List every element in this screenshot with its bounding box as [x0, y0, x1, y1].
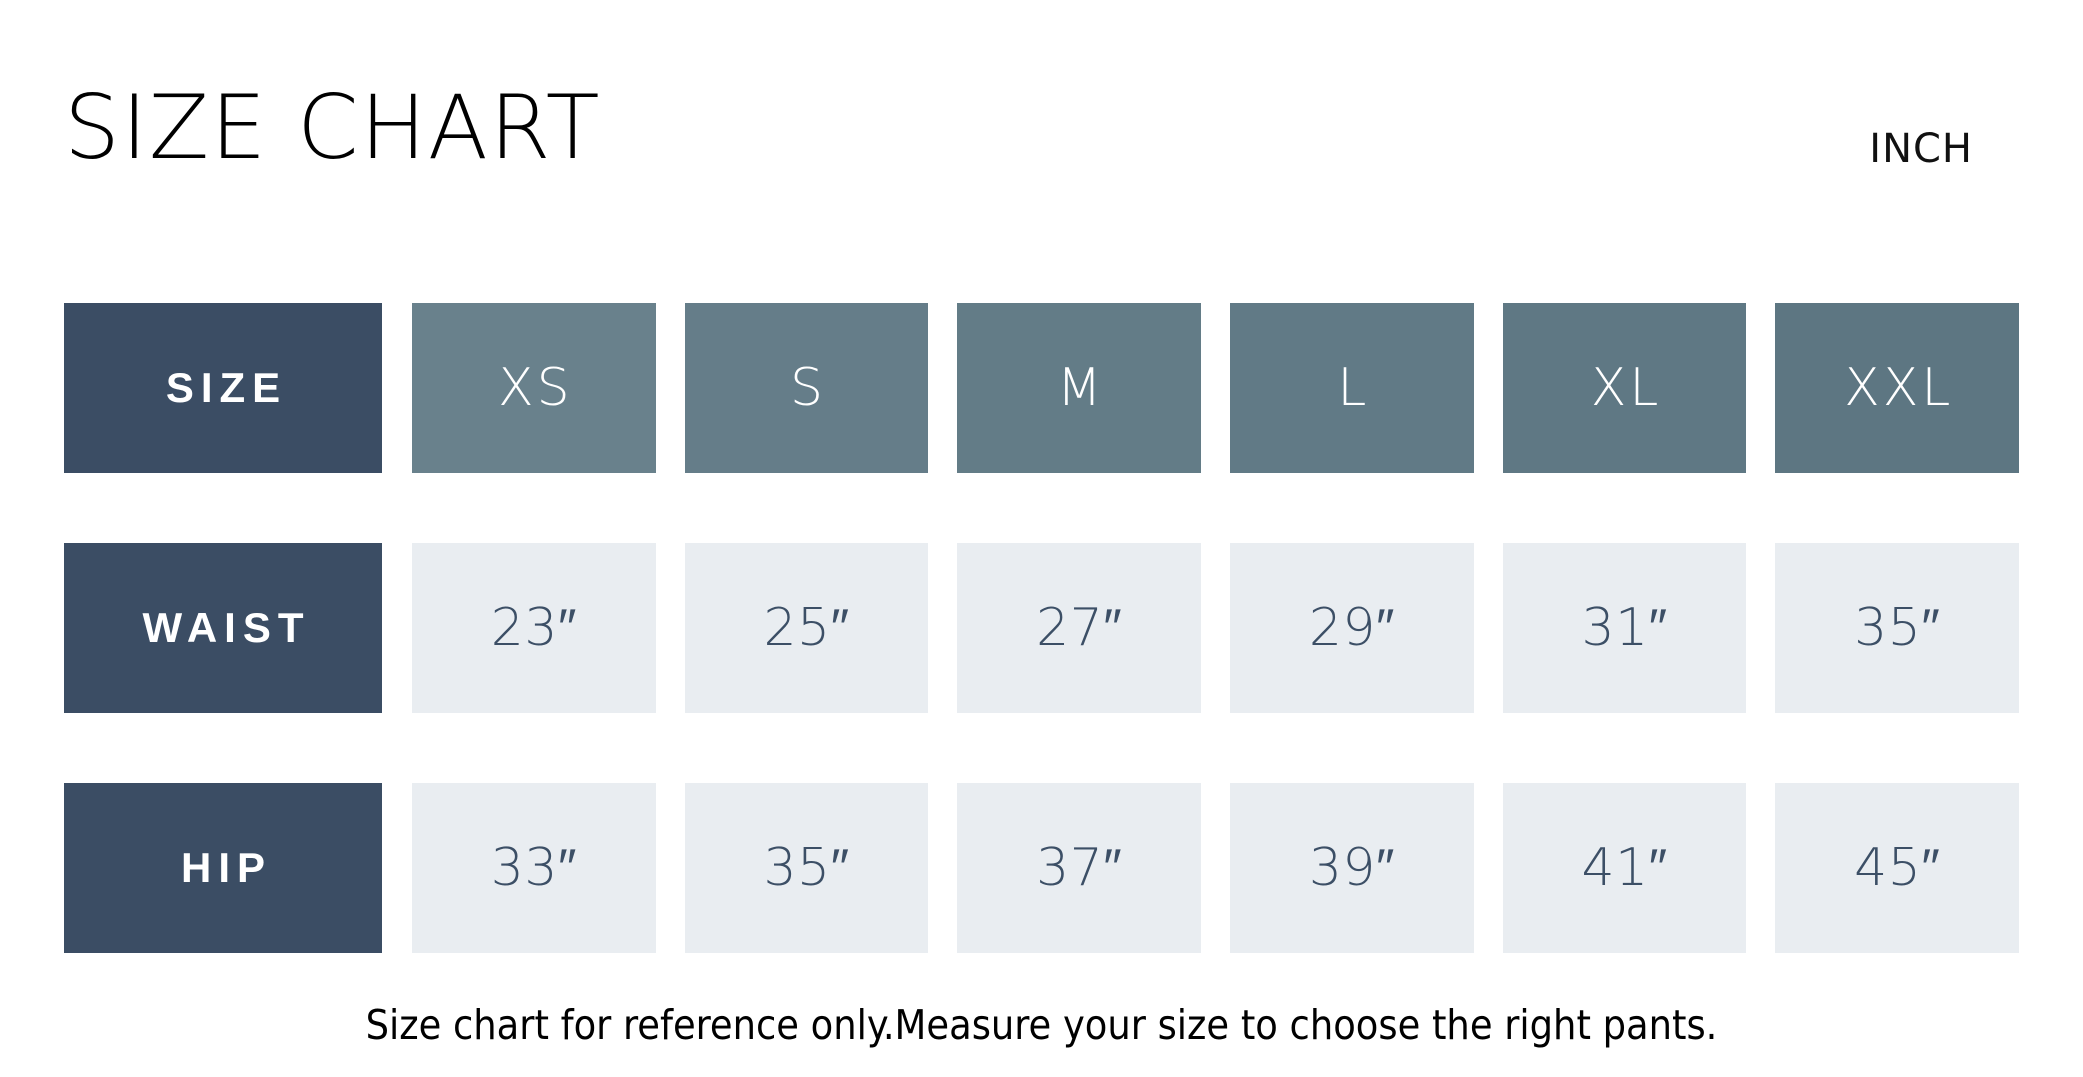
hip-value-m: 37″ — [957, 783, 1202, 953]
hip-value-xxl: 45″ — [1775, 783, 2020, 953]
table-header-cell-l: L — [1230, 303, 1474, 473]
table-row: HIP 33″ 35″ 37″ 39″ 41″ 45″ — [64, 783, 2020, 953]
table-row: WAIST 23″ 25″ 27″ 29″ 31″ 35″ — [64, 543, 2020, 713]
waist-value-m: 27″ — [957, 543, 1202, 713]
size-table: SIZE XS S M L XL XXL WAIST 23″ 25″ 27″ 2… — [64, 303, 2020, 953]
hip-value-l: 39″ — [1230, 783, 1474, 953]
table-header-cell-xl: XL — [1502, 303, 1747, 473]
footnote-text: Size chart for reference only.Measure yo… — [365, 1001, 1718, 1049]
hip-value-xs: 33″ — [412, 783, 656, 953]
waist-value-xl: 31″ — [1502, 543, 1747, 713]
waist-value-xs: 23″ — [412, 543, 656, 713]
waist-value-xxl: 35″ — [1775, 543, 2020, 713]
table-header-cell-m: M — [957, 303, 1202, 473]
table-row-label-hip: HIP — [64, 783, 382, 953]
table-header-cell-xs: XS — [412, 303, 656, 473]
chart-header: SIZE CHART INCH — [64, 78, 1973, 188]
waist-value-l: 29″ — [1230, 543, 1474, 713]
row-spacer — [64, 473, 2019, 543]
page-title: SIZE CHART — [64, 76, 601, 179]
hip-value-xl: 41″ — [1502, 783, 1747, 953]
unit-label: INCH — [1869, 126, 1973, 172]
table-header-row: SIZE XS S M L XL XXL — [64, 303, 2020, 473]
table-row-label-waist: WAIST — [64, 543, 382, 713]
table-header-cell-s: S — [684, 303, 929, 473]
table-header-cell-xxl: XXL — [1775, 303, 2020, 473]
table-header-label-size: SIZE — [64, 303, 382, 473]
hip-value-s: 35″ — [684, 783, 929, 953]
waist-value-s: 25″ — [684, 543, 929, 713]
row-spacer — [64, 713, 2019, 783]
